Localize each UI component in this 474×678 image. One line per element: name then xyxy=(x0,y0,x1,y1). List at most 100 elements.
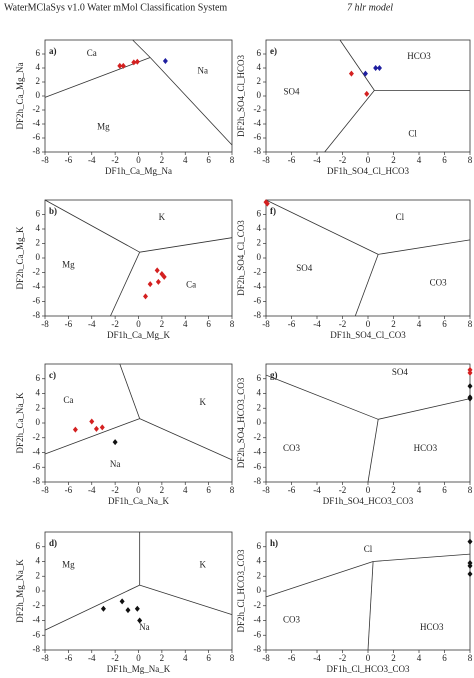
x-tick-label: 2 xyxy=(160,319,165,329)
x-tick-label: 6 xyxy=(442,485,447,495)
region-label: SO4 xyxy=(283,87,300,97)
y-tick-label: 2 xyxy=(36,402,41,412)
y-tick-label: 6 xyxy=(36,373,41,383)
y-tick-label: -8 xyxy=(33,146,41,156)
boundary-line xyxy=(44,418,140,455)
y-tick-label: -8 xyxy=(254,644,262,654)
y-tick-label: 2 xyxy=(257,238,262,248)
x-tick-label: -6 xyxy=(65,653,73,663)
x-tick-label: -2 xyxy=(339,485,347,495)
panel-label: h) xyxy=(270,538,278,548)
panel-label: a) xyxy=(49,46,57,56)
x-tick-label: 0 xyxy=(366,319,371,329)
region-label: SO4 xyxy=(296,263,313,273)
x-tick-label: 2 xyxy=(391,485,396,495)
data-point xyxy=(143,293,149,300)
y-axis-label: DF2h_SO4_HCO3_CO3 xyxy=(236,377,246,468)
y-tick-label: 2 xyxy=(257,570,262,580)
region-label: Na xyxy=(198,66,209,76)
y-tick-label: -2 xyxy=(33,600,41,610)
data-point xyxy=(467,369,473,376)
y-tick-label: -8 xyxy=(254,476,262,486)
x-tick-label: 2 xyxy=(160,653,165,663)
panel-label: g) xyxy=(270,370,278,380)
x-tick-label: 2 xyxy=(391,155,396,165)
x-tick-label: -6 xyxy=(65,155,73,165)
plot-frame xyxy=(44,531,233,651)
panel-label: b) xyxy=(49,206,57,216)
x-tick-label: -8 xyxy=(262,319,270,329)
x-tick-label: -2 xyxy=(339,155,347,165)
data-point xyxy=(467,395,473,402)
x-tick-label: -2 xyxy=(111,485,119,495)
region-label: Mg xyxy=(62,559,75,569)
data-point xyxy=(120,62,126,69)
boundary-line xyxy=(378,239,471,255)
data-point xyxy=(89,418,95,425)
region-label: Ca xyxy=(63,395,73,405)
data-point xyxy=(99,424,105,431)
data-point xyxy=(155,278,161,285)
x-tick-label: 6 xyxy=(442,653,447,663)
y-tick-label: 4 xyxy=(36,388,41,398)
data-point xyxy=(467,538,473,545)
region-label: K xyxy=(200,397,207,407)
boundary-line xyxy=(265,561,374,598)
y-tick-label: -2 xyxy=(254,267,262,277)
y-tick-label: -6 xyxy=(254,629,262,639)
boundary-line xyxy=(367,419,379,483)
x-tick-label: 4 xyxy=(183,653,188,663)
x-tick-label: -6 xyxy=(288,485,296,495)
y-axis-label: DF2h_Ca_Mg_K xyxy=(15,226,25,290)
boundary-line xyxy=(139,584,233,615)
data-point xyxy=(117,62,123,69)
data-point xyxy=(147,281,153,288)
y-tick-label: 6 xyxy=(257,373,262,383)
boundary-line xyxy=(44,199,140,253)
boundary-line xyxy=(132,39,151,58)
x-tick-label: 6 xyxy=(206,319,211,329)
y-tick-label: 6 xyxy=(257,48,262,58)
plot-frame xyxy=(44,39,233,153)
x-tick-label: -4 xyxy=(88,319,96,329)
x-tick-label: 0 xyxy=(136,155,141,165)
y-tick-label: -2 xyxy=(254,432,262,442)
y-tick-label: 2 xyxy=(36,76,41,86)
data-point xyxy=(119,598,125,605)
data-point xyxy=(467,571,473,578)
data-point xyxy=(264,200,270,207)
y-tick-label: 0 xyxy=(36,417,41,427)
x-tick-label: 0 xyxy=(366,155,371,165)
x-tick-label: 0 xyxy=(366,653,371,663)
y-tick-label: -2 xyxy=(33,104,41,114)
x-tick-label: -6 xyxy=(65,485,73,495)
y-tick-label: -4 xyxy=(254,615,262,625)
data-point xyxy=(134,58,140,65)
x-axis-label: DF1h_Ca_Mg_K xyxy=(107,330,171,340)
boundary-line xyxy=(139,418,233,461)
y-tick-label: 6 xyxy=(257,541,262,551)
region-label: CO3 xyxy=(283,443,301,453)
x-tick-label: -2 xyxy=(111,319,119,329)
data-point xyxy=(348,70,354,77)
panel-label: e) xyxy=(270,46,277,56)
y-tick-label: 4 xyxy=(36,556,41,566)
x-tick-label: -2 xyxy=(339,653,347,663)
data-point xyxy=(162,58,168,64)
x-tick-label: 2 xyxy=(391,319,396,329)
x-tick-label: -4 xyxy=(313,485,321,495)
y-tick-label: 4 xyxy=(257,556,262,566)
y-tick-label: 2 xyxy=(257,402,262,412)
data-point xyxy=(154,267,160,274)
boundary-line xyxy=(110,252,141,317)
x-tick-label: 2 xyxy=(391,653,396,663)
x-tick-label: 8 xyxy=(468,155,473,165)
data-point xyxy=(373,65,379,71)
y-tick-label: 6 xyxy=(257,209,262,219)
y-tick-label: -4 xyxy=(254,281,262,291)
data-point xyxy=(131,59,137,66)
x-axis-label: DF1h_SO4_Cl_HCO3 xyxy=(327,166,410,176)
x-tick-label: 0 xyxy=(366,485,371,495)
x-tick-label: -6 xyxy=(288,653,296,663)
